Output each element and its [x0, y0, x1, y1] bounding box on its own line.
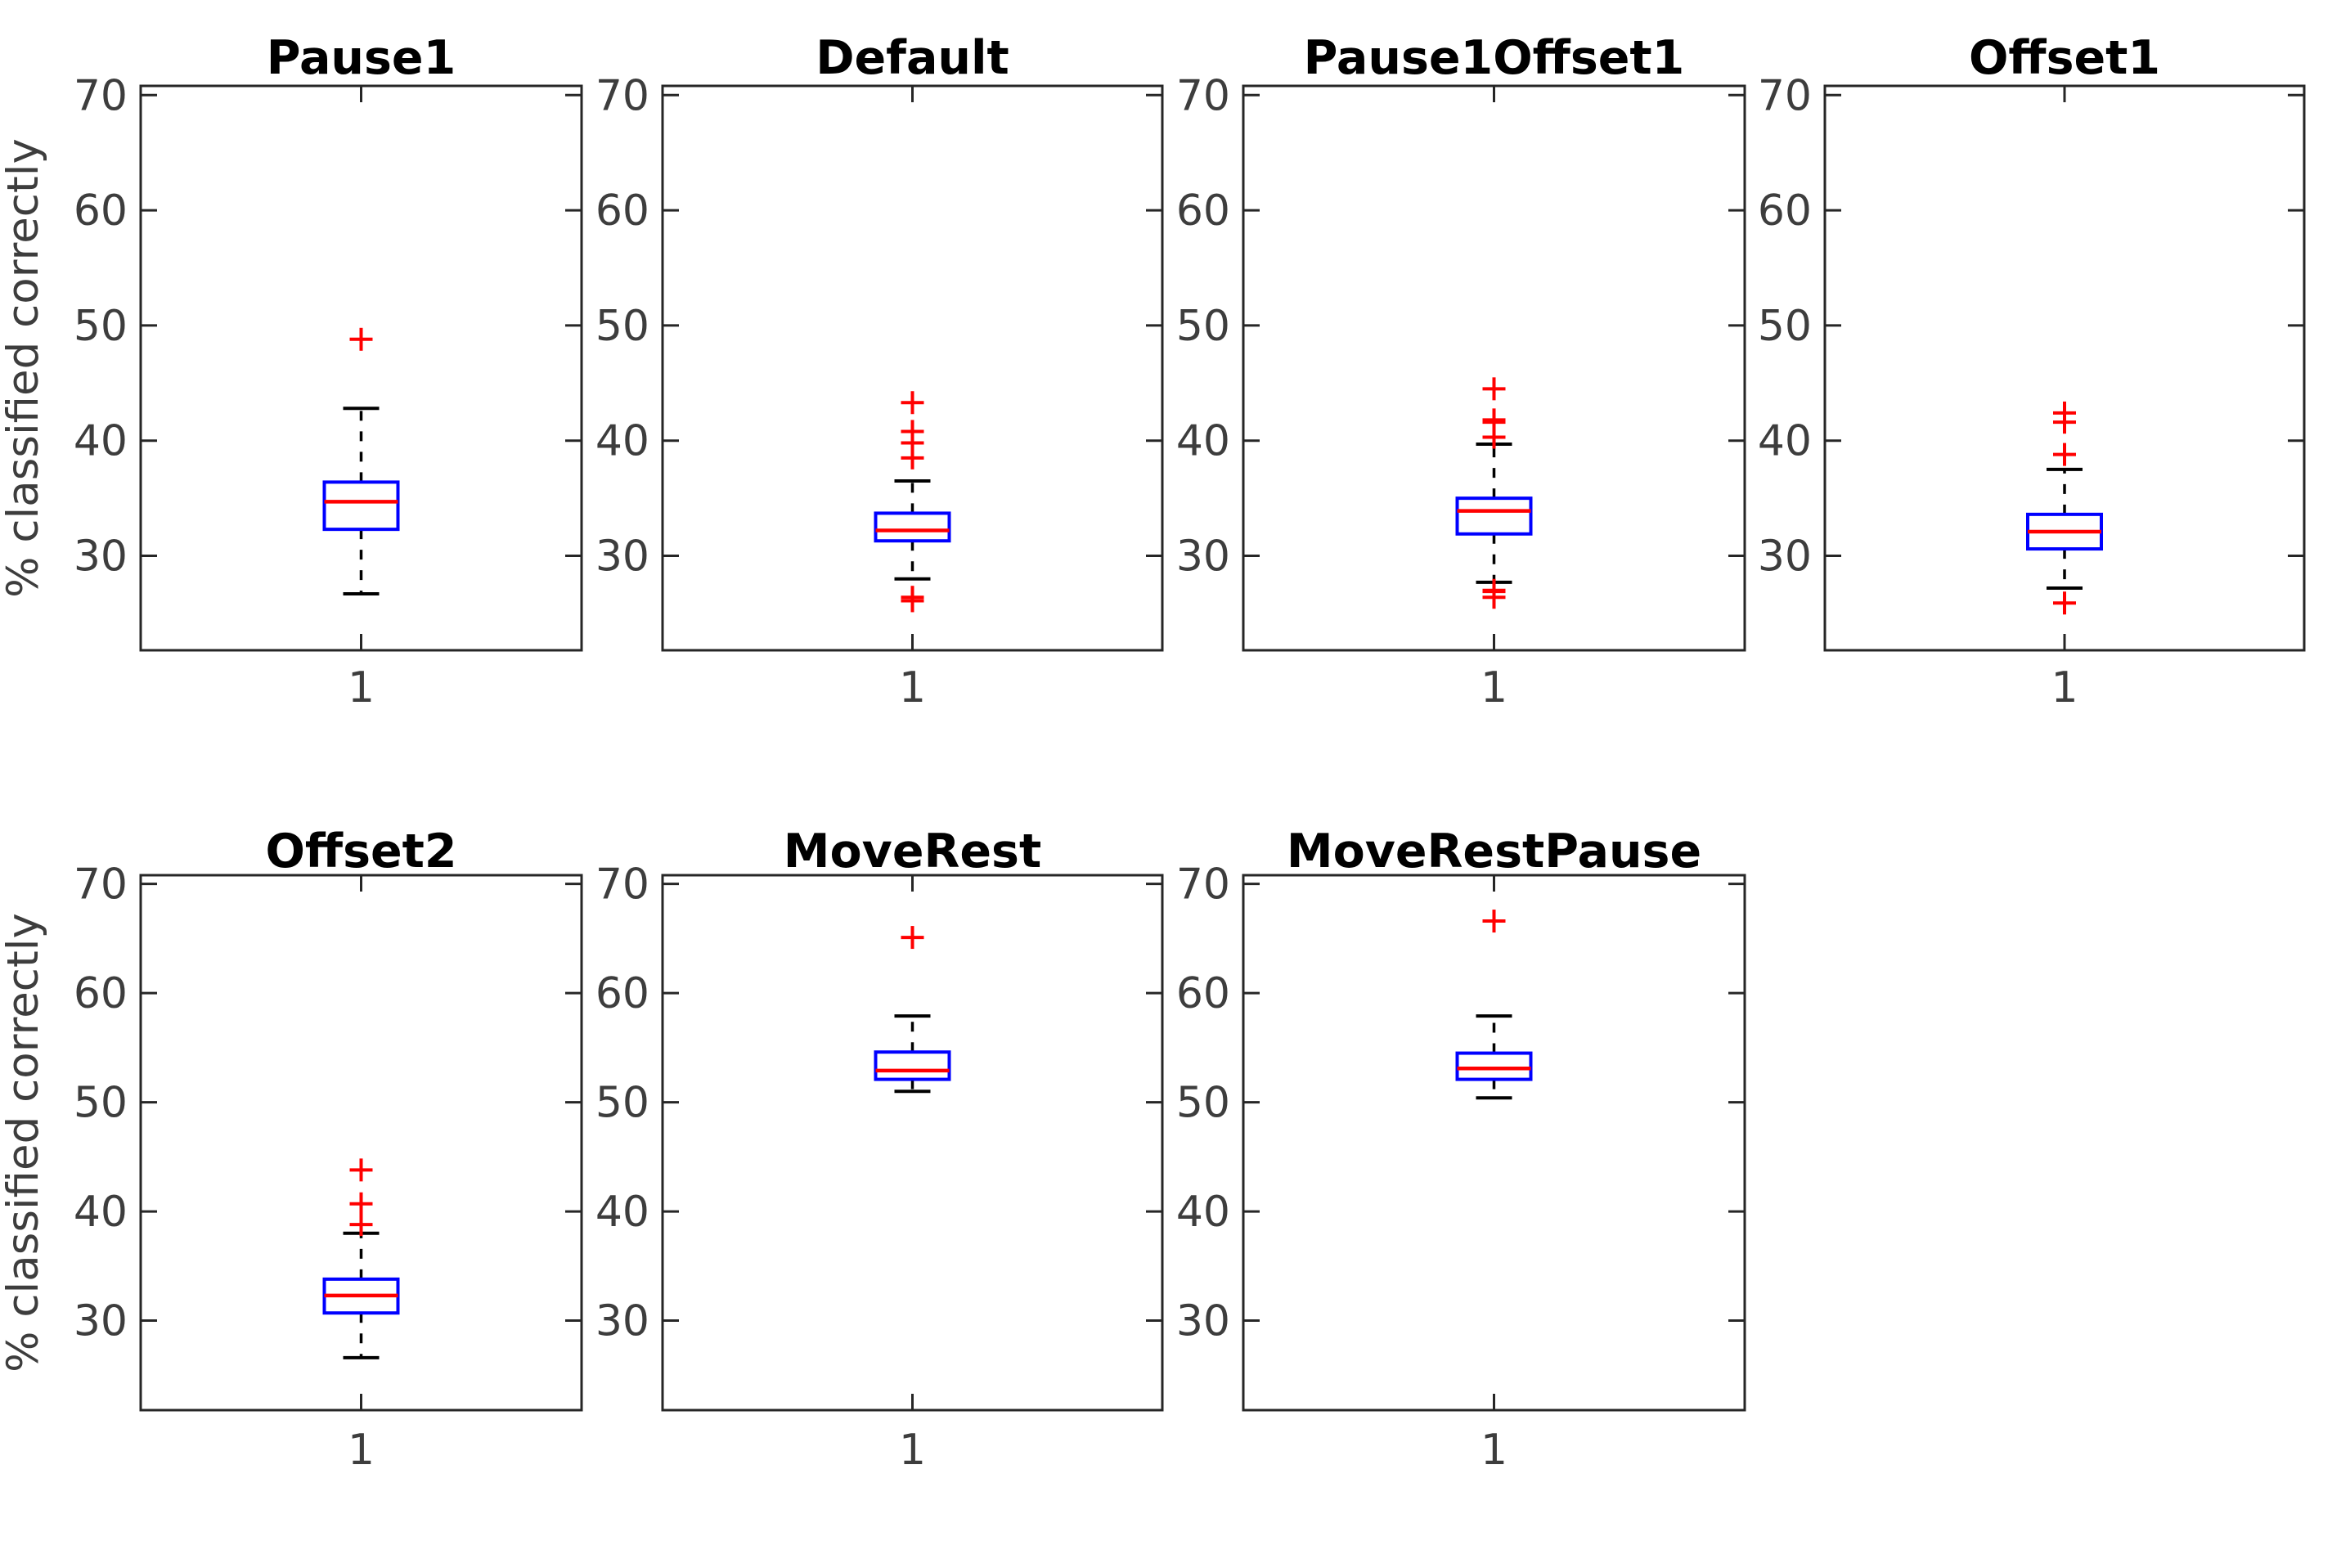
y-tick-label: 50: [74, 1079, 128, 1128]
y-tick-label: 50: [595, 1079, 649, 1128]
subplot-title: Offset1: [1969, 31, 2160, 85]
axes-box: [1242, 874, 1746, 1412]
subplot-MoveRest: 30 40 50 60 70 MoveRest 1: [595, 824, 1164, 1475]
iqr-box: [1455, 1051, 1533, 1081]
outlier-marker: [349, 327, 373, 351]
subplot-title: Default: [816, 31, 1009, 85]
y-tick-label: 50: [74, 302, 128, 351]
y-tick-label: 60: [74, 969, 128, 1018]
y-tick-label: 70: [595, 860, 649, 910]
y-tick-label: 50: [1176, 1079, 1230, 1128]
y-tick-label: 30: [1176, 1297, 1230, 1346]
iqr-box: [874, 511, 951, 543]
x-tick-label: 1: [348, 1426, 375, 1475]
axes-box: [661, 874, 1164, 1412]
outlier-marker: [901, 391, 924, 415]
outlier-marker: [901, 446, 924, 470]
x-tick-label: 1: [1481, 1426, 1507, 1475]
subplot-title: Pause1Offset1: [1304, 31, 1685, 85]
y-axis-label: % classified correctly: [0, 138, 48, 598]
y-tick-label: 40: [74, 417, 128, 466]
outlier-marker: [1482, 910, 1506, 933]
subplot-Pause1: 30 40 50 60 70 Pause1 1 % classified correctly: [0, 31, 583, 712]
y-tick-label: 30: [74, 532, 128, 582]
axes-box: [1242, 84, 1746, 652]
y-tick-label: 70: [1176, 860, 1230, 910]
x-tick-label: 1: [899, 1426, 926, 1475]
y-tick-label: 70: [74, 71, 128, 120]
outlier-marker: [1482, 425, 1506, 449]
outlier-marker: [901, 926, 924, 950]
subplot-Default: 30 40 50 60 70 Default 1: [595, 31, 1164, 712]
y-tick-label: 50: [1176, 302, 1230, 351]
subplot-title: MoveRest: [784, 824, 1041, 878]
outlier-marker: [1482, 586, 1506, 609]
y-tick-label: 40: [1176, 1188, 1230, 1237]
y-tick-label: 60: [1758, 186, 1812, 236]
axes-box: [1823, 84, 2306, 652]
axes-box: [661, 84, 1164, 652]
outlier-marker: [349, 1158, 373, 1182]
y-tick-label: 60: [595, 969, 649, 1018]
y-tick-label: 40: [1176, 417, 1230, 466]
x-tick-label: 1: [348, 663, 375, 712]
outlier-marker: [2053, 443, 2076, 466]
subplot-Offset2: 30 40 50 60 70 Offset2 1 % classified correctly: [0, 824, 583, 1475]
subplot-title: MoveRestPause: [1287, 824, 1701, 878]
outlier-marker: [1482, 377, 1506, 401]
y-tick-label: 30: [595, 532, 649, 582]
outlier-marker: [901, 589, 924, 613]
subplot-MoveRestPause: 30 40 50 60 70 MoveRestPause 1: [1176, 824, 1746, 1475]
subplot-Pause1Offset1: 30 40 50 60 70 Pause1Offset1 1: [1176, 31, 1746, 712]
y-tick-label: 40: [74, 1188, 128, 1237]
y-tick-label: 30: [595, 1297, 649, 1346]
outlier-marker: [2053, 591, 2076, 615]
y-axis-label: % classified correctly: [0, 913, 48, 1373]
x-tick-label: 1: [1481, 663, 1507, 712]
iqr-box: [874, 1050, 951, 1081]
y-tick-label: 60: [595, 186, 649, 236]
outlier-marker: [349, 1192, 373, 1215]
y-tick-label: 60: [1176, 186, 1230, 236]
subplot-title: Offset2: [265, 824, 456, 878]
x-tick-label: 1: [899, 663, 926, 712]
y-tick-label: 30: [74, 1297, 128, 1346]
y-tick-label: 60: [1176, 969, 1230, 1018]
y-tick-label: 50: [1758, 302, 1812, 351]
y-tick-label: 40: [1758, 417, 1812, 466]
y-tick-label: 70: [74, 860, 128, 910]
outlier-marker: [349, 1213, 373, 1237]
subplot-title: Pause1: [267, 31, 456, 85]
y-tick-label: 40: [595, 1188, 649, 1237]
y-tick-label: 70: [595, 71, 649, 120]
y-tick-label: 70: [1176, 71, 1230, 120]
y-tick-label: 70: [1758, 71, 1812, 120]
y-tick-label: 30: [1176, 532, 1230, 582]
x-tick-label: 1: [2051, 663, 2078, 712]
axes-box: [139, 874, 583, 1412]
y-tick-label: 60: [74, 186, 128, 236]
y-tick-label: 30: [1758, 532, 1812, 582]
subplot-Offset1: 30 40 50 60 70 Offset1 1: [1758, 31, 2306, 712]
iqr-box: [322, 480, 400, 532]
iqr-box: [1455, 496, 1533, 536]
y-tick-label: 50: [595, 302, 649, 351]
outlier-marker: [2053, 411, 2076, 434]
axes-box: [139, 84, 583, 652]
y-tick-label: 40: [595, 417, 649, 466]
